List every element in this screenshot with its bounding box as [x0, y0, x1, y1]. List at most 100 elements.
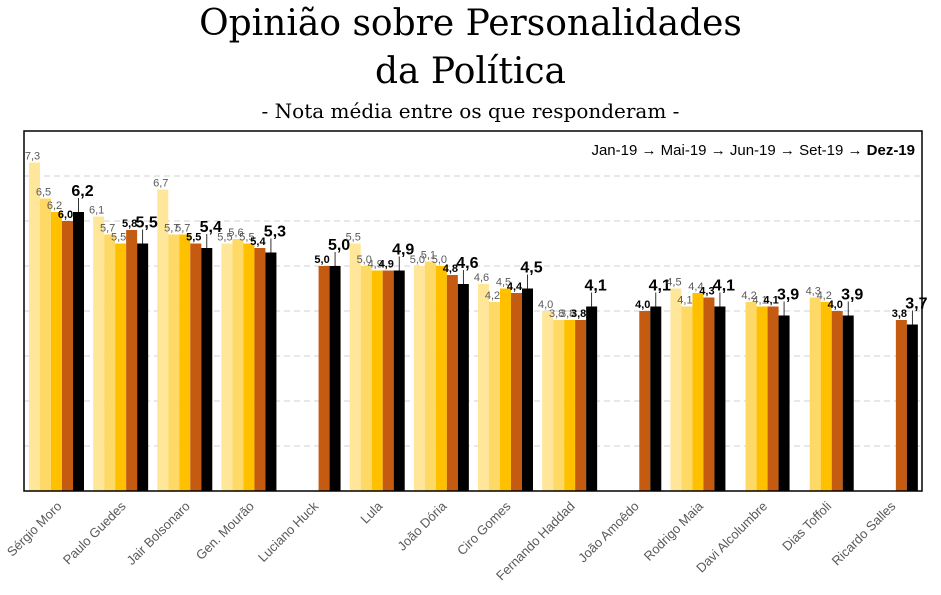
x-tick-label: Sérgio Moro — [4, 499, 65, 560]
legend-item: Jun-19 — [729, 142, 776, 159]
data-label: 4,6 — [474, 272, 489, 284]
data-label: 5,3 — [264, 224, 286, 241]
bar — [435, 266, 447, 491]
bar — [489, 302, 500, 491]
bar — [778, 315, 790, 491]
bar — [318, 266, 330, 491]
x-tick-label: Ciro Gomes — [454, 498, 514, 558]
x-tick-label: Gen. Mourão — [193, 499, 257, 563]
bar — [703, 297, 715, 491]
data-label: 3,9 — [841, 287, 863, 304]
bar — [831, 311, 843, 491]
data-label: 5,1 — [421, 250, 436, 262]
x-tick-label: João Dória — [394, 498, 450, 554]
data-label: 3,8 — [549, 308, 564, 320]
data-label: 4,5 — [496, 277, 511, 289]
bar — [62, 221, 73, 491]
data-label: 6,7 — [153, 178, 168, 190]
data-label: 4,9 — [392, 242, 414, 259]
data-label: 4,1 — [585, 278, 607, 295]
data-label: 4,2 — [485, 290, 500, 302]
data-label: 4,0 — [635, 299, 650, 311]
data-label: 5,0 — [357, 254, 372, 266]
bar — [564, 320, 576, 491]
data-label: 5,7 — [100, 223, 115, 235]
legend-item: Mai-19 — [660, 142, 707, 159]
bar — [329, 266, 341, 491]
data-label: 4,5 — [520, 260, 542, 277]
bar — [478, 284, 489, 491]
legend-item: Set-19 — [799, 142, 844, 159]
bar — [413, 266, 425, 491]
bar — [895, 320, 907, 491]
bar — [457, 284, 469, 491]
x-tick-label: Luciano Huck — [255, 498, 322, 565]
data-label: 5,0 — [410, 254, 425, 266]
x-tick-label: Dias Toffoli — [779, 498, 834, 553]
legend: Jan-19 → Mai-19 → Jun-19 → Set-19 → Dez-… — [591, 142, 915, 159]
data-label: 4,9 — [379, 259, 394, 271]
data-label: 5,5 — [111, 232, 126, 244]
bar — [126, 230, 138, 491]
bar — [265, 252, 277, 491]
bar — [137, 243, 149, 491]
bar — [553, 320, 565, 491]
data-label: 6,0 — [58, 209, 73, 221]
data-label: 4,8 — [443, 263, 458, 275]
bar — [93, 216, 105, 491]
data-label: 4,0 — [538, 299, 553, 311]
data-label: 5,4 — [200, 219, 222, 236]
data-label: 3,9 — [777, 287, 799, 304]
legend-item: Dez-19 — [866, 142, 915, 159]
data-label: 4,5 — [666, 277, 681, 289]
data-label: 4,1 — [649, 278, 671, 295]
data-label: 5,5 — [217, 232, 232, 244]
data-label: 4,6 — [456, 255, 478, 272]
x-tick-label: Jair Bolsonaro — [124, 499, 193, 568]
x-tick-label: João Amoêdo — [575, 499, 642, 566]
bar — [575, 320, 587, 491]
bar — [522, 288, 533, 491]
data-label: 5,7 — [175, 223, 190, 235]
x-tick-label: Lula — [357, 498, 386, 527]
arrow-right-icon: → — [706, 142, 730, 159]
data-label: 5,5 — [346, 232, 361, 244]
data-label: 4,1 — [677, 295, 692, 307]
x-tick-label: Rodrigo Maia — [641, 498, 707, 564]
data-label: 7,3 — [25, 151, 40, 163]
data-label: 3,8 — [892, 308, 907, 320]
bar — [115, 243, 127, 491]
data-label: 4,9 — [368, 259, 383, 271]
data-label: 5,5 — [186, 232, 201, 244]
bar — [692, 293, 704, 491]
bar — [511, 293, 522, 491]
data-label: 4,4 — [688, 281, 703, 293]
legend-item: Jan-19 — [591, 142, 638, 159]
bar — [29, 162, 40, 491]
data-label: 4,0 — [828, 299, 843, 311]
data-label: 5,5 — [239, 232, 254, 244]
chart-title-line1: Opinião sobre Personalidades — [199, 3, 742, 44]
arrow-right-icon: → — [843, 142, 867, 159]
bar — [906, 324, 918, 491]
bar — [104, 234, 116, 491]
chart-subtitle: - Nota média entre os que responderam - — [261, 99, 680, 123]
data-label: 5,7 — [164, 223, 179, 235]
bar — [168, 234, 180, 491]
data-label: 4,1 — [752, 295, 767, 307]
bar — [157, 189, 169, 491]
bar — [424, 261, 436, 491]
plot-frame — [23, 130, 923, 492]
bar — [73, 212, 84, 491]
bar — [51, 212, 62, 491]
x-tick-label: Paulo Guedes — [60, 498, 129, 567]
bar — [809, 297, 821, 491]
data-label: 5,0 — [432, 254, 447, 266]
arrow-right-icon: → — [775, 142, 800, 159]
bar — [767, 306, 779, 491]
data-label: 4,3 — [806, 286, 821, 298]
bar — [756, 306, 768, 491]
data-label: 4,1 — [763, 295, 778, 307]
bar — [714, 306, 726, 491]
